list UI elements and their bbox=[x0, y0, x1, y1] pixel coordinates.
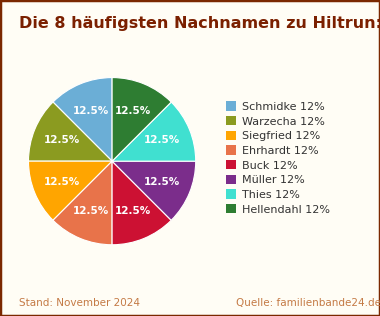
Wedge shape bbox=[28, 102, 112, 161]
Wedge shape bbox=[112, 77, 171, 161]
Text: 12.5%: 12.5% bbox=[44, 177, 80, 187]
Text: Stand: November 2024: Stand: November 2024 bbox=[19, 298, 140, 308]
Text: 12.5%: 12.5% bbox=[73, 106, 109, 116]
Wedge shape bbox=[112, 161, 196, 220]
Text: 12.5%: 12.5% bbox=[44, 135, 80, 145]
Text: 12.5%: 12.5% bbox=[144, 135, 180, 145]
Legend: Schmidke 12%, Warzecha 12%, Siegfried 12%, Ehrhardt 12%, Buck 12%, Müller 12%, T: Schmidke 12%, Warzecha 12%, Siegfried 12… bbox=[226, 101, 329, 215]
Wedge shape bbox=[28, 161, 112, 220]
Wedge shape bbox=[53, 77, 112, 161]
Wedge shape bbox=[112, 161, 171, 245]
Text: 12.5%: 12.5% bbox=[115, 206, 151, 216]
Text: 12.5%: 12.5% bbox=[115, 106, 151, 116]
Wedge shape bbox=[112, 102, 196, 161]
Text: Quelle: familienbande24.de/vornamen/: Quelle: familienbande24.de/vornamen/ bbox=[236, 298, 380, 308]
Text: 12.5%: 12.5% bbox=[144, 177, 180, 187]
Text: 12.5%: 12.5% bbox=[73, 206, 109, 216]
Wedge shape bbox=[53, 161, 112, 245]
Text: Die 8 häufigsten Nachnamen zu Hiltrun:: Die 8 häufigsten Nachnamen zu Hiltrun: bbox=[19, 16, 380, 31]
